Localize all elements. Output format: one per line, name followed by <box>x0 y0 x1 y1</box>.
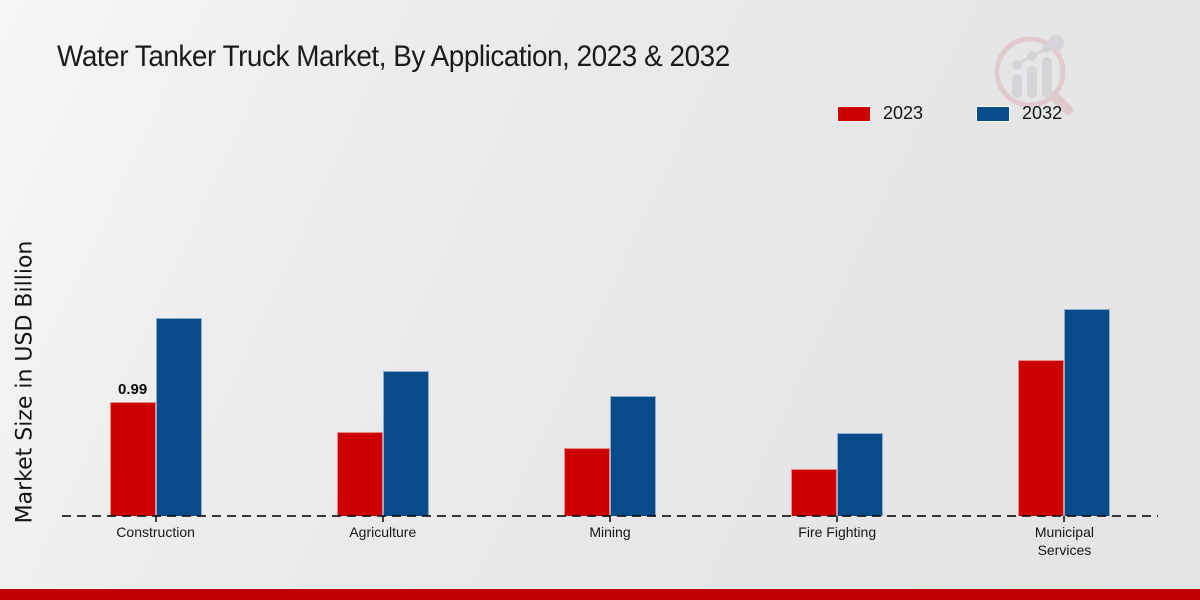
bar-2023-mining <box>564 448 610 516</box>
bar-2032-mining <box>610 396 656 516</box>
category-group-fire-fighting: Fire Fighting <box>724 0 951 600</box>
category-group-agriculture: Agriculture <box>269 0 496 600</box>
bar-pair <box>496 396 723 516</box>
magnifier-bar-chart-logo-icon <box>994 35 1073 115</box>
y-axis-label: Market Size in USD Billion <box>12 240 38 524</box>
x-axis-tick <box>154 516 157 522</box>
category-label: Municipal Services <box>1034 524 1094 558</box>
category-label: Construction <box>116 524 195 540</box>
bar-pair <box>42 318 269 516</box>
bar-2023-construction <box>109 402 156 516</box>
bar-2023-municipal-services <box>1018 360 1065 516</box>
bar-pair <box>951 309 1178 516</box>
bar-value-label: 0.99 <box>117 381 148 398</box>
x-axis-tick <box>609 516 611 522</box>
legend: 2023 2032 <box>838 103 1062 124</box>
legend-label: 2023 <box>883 103 924 123</box>
bar-2032-municipal-services <box>1064 309 1111 516</box>
legend-swatch-2032 <box>977 106 1010 121</box>
bar-2032-fire-fighting <box>837 433 884 516</box>
legend-label: 2032 <box>1022 103 1063 123</box>
legend-item-2023: 2023 <box>838 103 923 124</box>
x-axis-tick <box>381 516 384 522</box>
legend-item-2032: 2032 <box>977 103 1062 124</box>
legend-swatch-2023 <box>838 106 870 121</box>
category-group-municipal-services: Municipal Services <box>951 0 1178 600</box>
category-group-mining: Mining <box>496 0 723 600</box>
x-axis-tick <box>1063 516 1066 522</box>
category-label: Mining <box>589 524 631 540</box>
category-group-construction: 0.99 Construction <box>42 0 269 600</box>
category-label: Fire Fighting <box>798 524 877 540</box>
x-axis-tick <box>836 516 839 522</box>
plot-area: 0.99 Construction Agriculture Mining Fire Fi… <box>42 0 1178 600</box>
bar-2032-construction <box>155 318 202 516</box>
bar-pair <box>269 371 496 516</box>
bar-2023-agriculture <box>336 432 383 516</box>
bar-2032-agriculture <box>382 371 429 516</box>
category-label: Agriculture <box>349 524 417 540</box>
bar-2023-fire-fighting <box>791 469 838 516</box>
bar-pair <box>724 433 951 516</box>
chart-title: Water Tanker Truck Market, By Applicatio… <box>57 40 730 73</box>
x-axis-dashed-line <box>62 515 1158 517</box>
footer-accent-bar <box>0 589 1200 600</box>
